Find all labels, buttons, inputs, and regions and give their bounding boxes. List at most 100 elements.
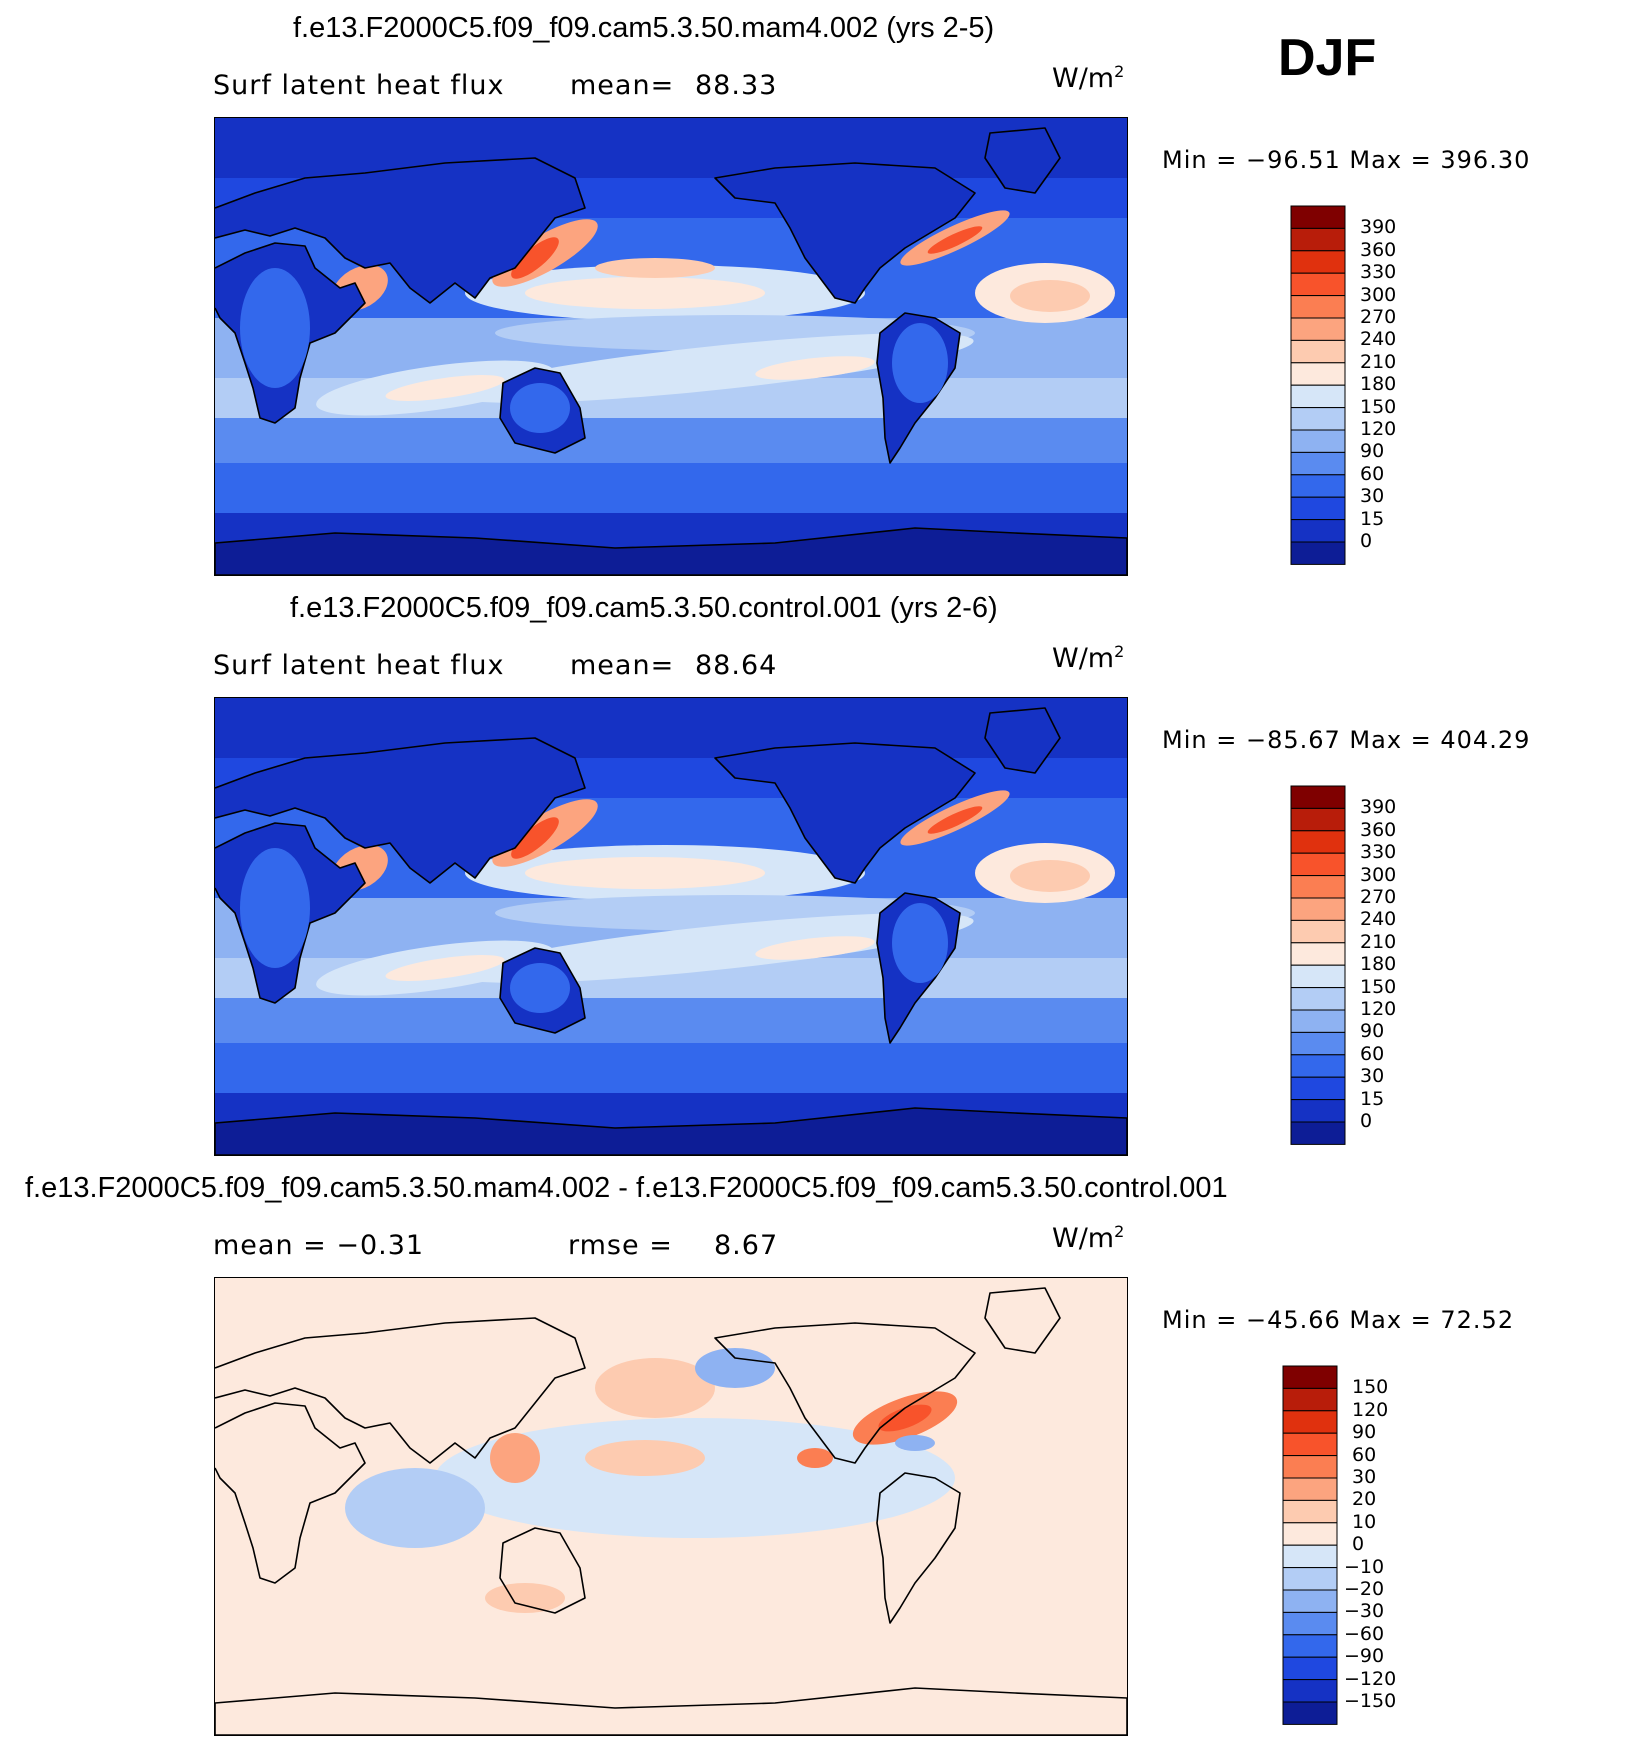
panel-1-mean-value: 88.33 bbox=[695, 70, 778, 101]
colorbar-swatch bbox=[1290, 807, 1346, 832]
panel-1-units: W/m2 bbox=[1052, 62, 1125, 94]
colorbar-level-label: 30 bbox=[1352, 1466, 1377, 1488]
colorbar-level-label: 10 bbox=[1352, 1510, 1377, 1533]
continent-outline bbox=[876, 1472, 961, 1624]
colorbar-level-label: 300 bbox=[1360, 283, 1397, 306]
colorbar-level-label: 90 bbox=[1360, 1020, 1385, 1043]
colorbar-level-label: 180 bbox=[1360, 953, 1397, 976]
colorbar-swatch bbox=[1290, 496, 1346, 521]
antarctica-outline bbox=[215, 527, 1127, 575]
contour-region bbox=[510, 963, 570, 1013]
colorbar-level-label: 300 bbox=[1360, 863, 1397, 886]
colorbar-swatch bbox=[1282, 1567, 1338, 1591]
continent-outline bbox=[215, 737, 586, 884]
colorbar-level-label: 0 bbox=[1360, 530, 1373, 552]
contour-region bbox=[435, 1418, 955, 1538]
antarctica-outline bbox=[215, 1107, 1127, 1155]
colorbar-level-label: 60 bbox=[1360, 462, 1385, 485]
panel-1-variable-label: Surf latent heat flux bbox=[213, 70, 505, 101]
colorbar-swatch bbox=[1282, 1410, 1338, 1434]
colorbar-level-label: 120 bbox=[1360, 998, 1397, 1020]
colorbar-level-label: 150 bbox=[1352, 1376, 1389, 1399]
contour-region bbox=[615, 1558, 1015, 1658]
colorbar-swatch bbox=[1290, 830, 1346, 854]
contour-region bbox=[240, 848, 310, 968]
contour-band bbox=[215, 1043, 1127, 1093]
colorbar-level-label: 15 bbox=[1360, 507, 1385, 530]
continent-outline bbox=[215, 157, 586, 304]
panel-1-minmax: Min = −96.51 Max = 396.30 bbox=[1162, 146, 1531, 174]
continent-outline bbox=[984, 127, 1061, 194]
contour-region bbox=[895, 1435, 935, 1451]
colorbar-level-label: 90 bbox=[1352, 1421, 1377, 1444]
panel-3-minmax: Min = −45.66 Max = 72.52 bbox=[1162, 1306, 1515, 1334]
panel-1-map bbox=[214, 117, 1128, 576]
contour-region bbox=[511, 817, 559, 859]
colorbar-swatch bbox=[1290, 429, 1346, 453]
contour-region bbox=[345, 1468, 485, 1548]
contour-region bbox=[1010, 280, 1090, 312]
panel-2-units: W/m2 bbox=[1052, 642, 1125, 674]
continent-outline bbox=[215, 1402, 366, 1584]
colorbar-level-label: 15 bbox=[1360, 1087, 1385, 1110]
colorbar-swatch bbox=[1290, 942, 1346, 966]
colorbar-swatch bbox=[1282, 1477, 1338, 1501]
panel-2-mean-label: mean= bbox=[570, 650, 675, 681]
panel-2-mean-value: 88.64 bbox=[695, 650, 778, 681]
colorbar-swatch bbox=[1282, 1499, 1338, 1524]
colorbar-level-label: 150 bbox=[1360, 395, 1397, 418]
contour-region bbox=[797, 1448, 833, 1468]
continent-outline bbox=[714, 1322, 976, 1464]
colorbar-swatch bbox=[1290, 1076, 1346, 1101]
colorbar-swatch bbox=[1290, 875, 1346, 899]
colorbar-level-label: 60 bbox=[1360, 1042, 1385, 1065]
colorbar-swatch bbox=[1290, 362, 1346, 386]
colorbar-swatch bbox=[1290, 205, 1346, 229]
colorbar-level-label: 210 bbox=[1360, 930, 1397, 953]
contour-region bbox=[927, 806, 983, 834]
panel-3-rmse-value: 8.67 bbox=[714, 1230, 779, 1261]
continent-outline bbox=[499, 1527, 586, 1614]
colorbar-swatch bbox=[1290, 1099, 1346, 1123]
colorbar-level-label: 180 bbox=[1360, 373, 1397, 396]
colorbar-level-label: 20 bbox=[1352, 1488, 1377, 1511]
panel-3-mean: mean = −0.31 bbox=[213, 1230, 425, 1261]
colorbar-level-label: 330 bbox=[1360, 261, 1397, 284]
contour-region bbox=[511, 237, 559, 279]
contour-region bbox=[755, 356, 875, 380]
colorbar-swatch bbox=[1282, 1679, 1338, 1703]
colorbar-level-label: 30 bbox=[1360, 1065, 1385, 1088]
contour-region bbox=[892, 323, 948, 403]
colorbar-level-label: 90 bbox=[1360, 440, 1385, 463]
contour-region bbox=[595, 258, 715, 278]
colorbar-swatch bbox=[1290, 519, 1346, 543]
colorbar-swatch bbox=[1282, 1387, 1338, 1412]
contour-band bbox=[215, 118, 1127, 178]
contour-band bbox=[215, 698, 1127, 758]
panel-1-field bbox=[215, 118, 1127, 575]
colorbar-level-label: 210 bbox=[1360, 350, 1397, 373]
colorbar-level-label: 360 bbox=[1360, 818, 1397, 841]
colorbar-swatch bbox=[1282, 1611, 1338, 1636]
colorbar-level-label: 390 bbox=[1360, 796, 1397, 819]
contour-region bbox=[878, 1404, 932, 1432]
contour-region bbox=[585, 1440, 705, 1476]
colorbar-swatch bbox=[1282, 1544, 1338, 1569]
continent-outline bbox=[984, 707, 1061, 774]
colorbar-level-label: 360 bbox=[1360, 238, 1397, 261]
colorbar-level-label: −90 bbox=[1344, 1645, 1385, 1668]
colorbar-swatches bbox=[1290, 785, 1346, 1145]
contour-region bbox=[525, 857, 765, 889]
panel-3-map bbox=[214, 1277, 1128, 1736]
season-label: DJF bbox=[1278, 29, 1377, 87]
contour-region bbox=[485, 1583, 565, 1613]
contour-region bbox=[456, 333, 974, 403]
colorbar-level-label: 270 bbox=[1360, 886, 1397, 908]
colorbar-swatch bbox=[1290, 541, 1346, 565]
colorbar-swatches bbox=[1282, 1365, 1338, 1725]
colorbar-level-label: 60 bbox=[1352, 1443, 1377, 1466]
continent-outline bbox=[215, 1687, 1127, 1735]
contour-region bbox=[755, 936, 875, 960]
colorbar-swatch bbox=[1282, 1432, 1338, 1457]
colorbar-level-label: 240 bbox=[1360, 908, 1397, 931]
